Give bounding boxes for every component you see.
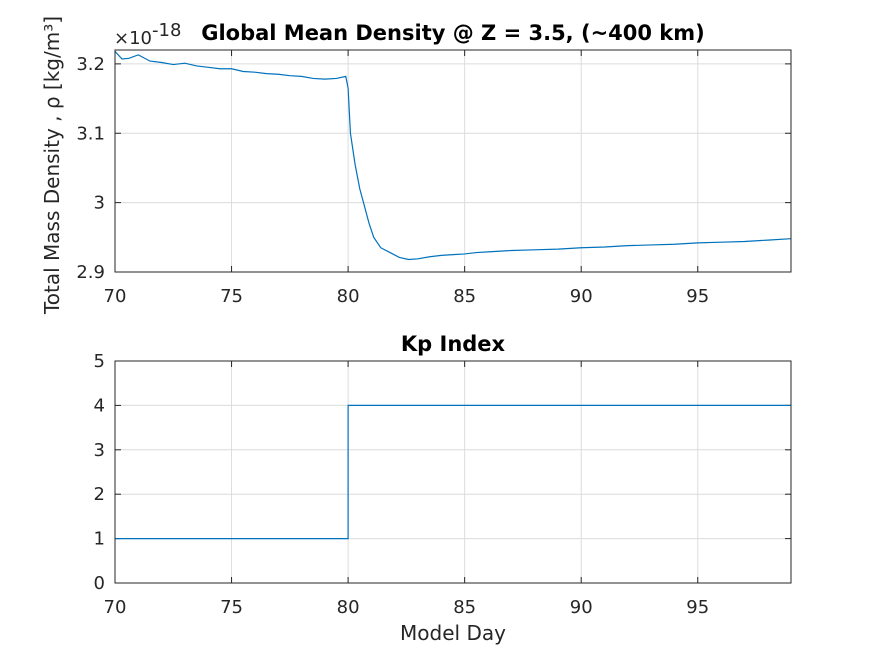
kp-x-tick-label: 90 [570,597,593,618]
kp-chart-title: Kp Index [401,332,506,356]
density-y-tick-labels: 2.9 3 3.1 3.2 [76,54,105,283]
density-exponent-power: -18 [152,20,181,41]
kp-x-axis-label: Model Day [400,621,506,645]
density-x-tick-label: 85 [453,286,476,307]
kp-x-tick-label: 75 [220,597,243,618]
density-y-axis-label: Total Mass Density , ρ [kg/m³] [40,16,64,315]
kp-axes-background [115,361,791,583]
density-exponent-base: ×10 [114,28,152,49]
kp-y-tick-label: 2 [94,484,105,505]
density-panel: 70 75 80 85 90 95 2.9 3 3.1 3.2 ×10 -18 Global M… [40,16,792,315]
density-y-tick-label: 2.9 [76,262,105,283]
kp-x-tick-label: 85 [453,597,476,618]
kp-y-tick-label: 3 [94,440,105,461]
kp-panel: 70 75 80 85 90 95 0 1 2 3 4 5 Kp Index Model Day [94,332,792,645]
density-x-tick-label: 70 [104,286,127,307]
density-x-tick-label: 90 [570,286,593,307]
density-axes-box [114,49,792,273]
kp-x-tick-labels: 70 75 80 85 90 95 [104,597,710,618]
density-x-tick-label: 75 [220,286,243,307]
kp-y-tick-label: 5 [94,351,105,372]
density-axes-background [115,50,791,272]
density-series-line [114,50,792,261]
kp-x-tick-label: 80 [337,597,360,618]
kp-x-tick-label: 70 [104,597,127,618]
density-y-tick-label: 3.1 [76,123,105,144]
kp-y-tick-label: 1 [94,529,105,550]
kp-x-tick-label: 95 [686,597,709,618]
kp-y-tick-labels: 0 1 2 3 4 5 [94,351,105,594]
kp-axes-box [114,360,792,584]
kp-y-tick-label: 0 [94,573,105,594]
density-x-tick-label: 80 [337,286,360,307]
density-x-tick-label: 95 [686,286,709,307]
density-y-tick-label: 3.2 [76,54,105,75]
kp-y-tick-label: 4 [94,395,105,416]
density-y-tick-label: 3 [94,193,105,214]
kp-series-line [115,404,791,540]
density-x-tick-labels: 70 75 80 85 90 95 [104,286,710,307]
density-chart-title: Global Mean Density @ Z = 3.5, (~400 km) [201,21,705,45]
